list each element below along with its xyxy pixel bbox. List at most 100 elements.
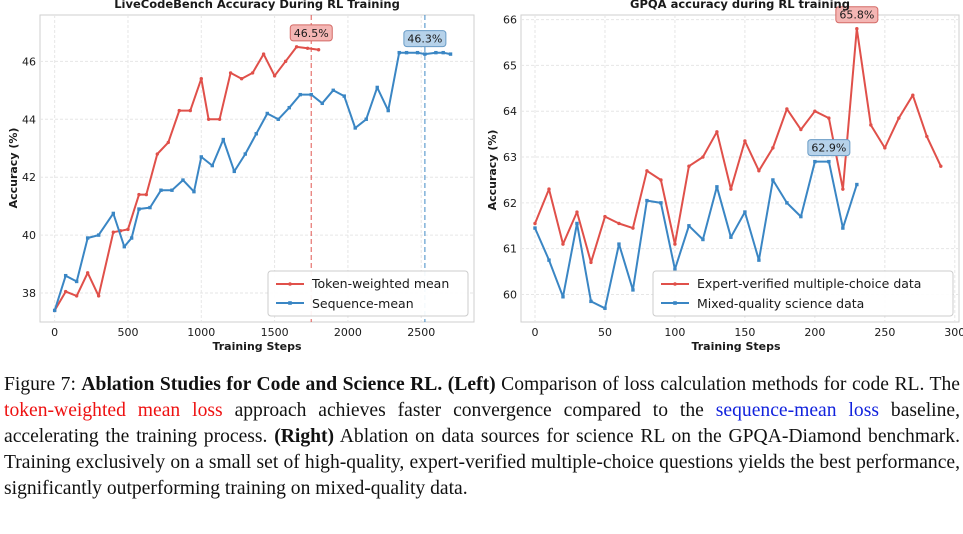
- data-point: [729, 235, 733, 239]
- series-line: [534, 27, 942, 264]
- grid: [40, 15, 474, 322]
- sequence-mean-loss-link[interactable]: sequence-mean loss: [715, 400, 879, 421]
- data-point: [206, 117, 211, 121]
- data-point: [827, 159, 831, 164]
- ticks: 0 50 100 150 200 250 300 60 61 62 63 64 65 66: [503, 14, 963, 339]
- data-point: [575, 210, 579, 214]
- data-point: [63, 289, 68, 294]
- data-point: [122, 244, 127, 249]
- data-point: [441, 50, 445, 55]
- data-point: [294, 45, 299, 49]
- data-point: [687, 224, 691, 228]
- data-point: [316, 48, 321, 52]
- legend-entry-token-weighted: Token-weighted mean: [276, 276, 449, 291]
- data-point: [561, 295, 565, 299]
- legend-label: Token-weighted mean: [311, 276, 449, 291]
- data-point: [729, 187, 733, 191]
- livecodebench-chart: 46.5% 46.3% 0 500 1000 1500 2000 2500 38 40 42 44 4…: [7, 0, 475, 353]
- data-point: [243, 152, 247, 156]
- data-point: [743, 139, 747, 143]
- y-tick-label: 63: [503, 151, 517, 164]
- data-point: [111, 211, 116, 216]
- data-point: [320, 101, 324, 106]
- data-point: [715, 130, 719, 134]
- legend-entry-expert-verified: Expert-verified multiple-choice data: [661, 276, 921, 291]
- data-point: [63, 273, 68, 278]
- x-tick-label: 500: [117, 326, 138, 339]
- figure-label: Figure 7:: [4, 374, 76, 395]
- legend-label: Mixed-quality science data: [697, 296, 864, 311]
- data-point: [589, 299, 593, 304]
- data-point: [52, 308, 57, 313]
- data-point: [210, 163, 214, 168]
- y-tick-label: 61: [503, 243, 517, 256]
- data-point: [673, 242, 677, 246]
- data-point: [85, 236, 90, 240]
- y-tick-label: 40: [22, 229, 36, 242]
- y-tick-label: 62: [503, 197, 517, 210]
- annotation-box: [807, 139, 851, 157]
- data-point: [232, 169, 236, 174]
- data-point: [148, 205, 152, 210]
- annotation-label: 46.5%: [294, 27, 329, 40]
- data-point: [659, 201, 663, 205]
- x-tick-label: 2000: [334, 326, 362, 339]
- data-point: [221, 137, 225, 142]
- annotation-box: [835, 6, 879, 24]
- y-axis-label: Accuracy (%): [486, 130, 499, 211]
- annotations: 65.8% 62.9%: [807, 6, 879, 157]
- data-point: [265, 111, 269, 116]
- data-point: [925, 134, 929, 139]
- caption-text: Ablation on data sources for science RL …: [4, 426, 960, 499]
- data-point: [785, 107, 789, 111]
- data-point: [547, 258, 551, 262]
- data-point: [111, 230, 116, 234]
- data-point: [137, 192, 141, 197]
- y-tick-label: 44: [22, 113, 36, 126]
- data-point: [715, 185, 719, 189]
- data-point: [603, 306, 607, 310]
- caption-text: Comparison of loss calculation methods f…: [501, 374, 960, 395]
- chart-title: GPQA accuracy during RL training: [630, 0, 850, 11]
- data-point: [177, 108, 181, 113]
- data-point: [192, 189, 196, 194]
- data-point: [743, 210, 747, 214]
- right-tag: (Right): [274, 426, 335, 447]
- data-point: [547, 187, 551, 191]
- caption-text: approach achieves faster convergence com…: [234, 400, 704, 421]
- data-point: [687, 164, 691, 168]
- data-point: [757, 258, 761, 262]
- data-point: [841, 187, 845, 191]
- data-point: [397, 50, 401, 55]
- data-point: [771, 178, 775, 182]
- x-tick-label: 1500: [261, 326, 289, 339]
- annotations: 46.5% 46.3%: [289, 24, 447, 48]
- annotation-box: [403, 30, 447, 48]
- data-point: [137, 207, 141, 211]
- data-point: [353, 126, 357, 130]
- x-tick-label: 100: [664, 326, 685, 339]
- data-point: [415, 50, 420, 55]
- data-point: [827, 116, 831, 120]
- data-point: [617, 221, 621, 226]
- x-tick-label: 0: [531, 326, 538, 339]
- series-layer: [52, 45, 453, 313]
- data-point: [911, 93, 915, 97]
- data-point: [883, 146, 887, 150]
- legend-label: Expert-verified multiple-choice data: [697, 276, 921, 291]
- data-point: [813, 159, 817, 164]
- y-tick-label: 42: [22, 171, 36, 184]
- data-point: [166, 140, 170, 145]
- data-point: [757, 169, 761, 173]
- x-tick-label: 200: [804, 326, 825, 339]
- data-point: [199, 155, 203, 159]
- data-point: [855, 27, 859, 31]
- y-tick-label: 66: [503, 14, 517, 27]
- data-point: [159, 188, 163, 192]
- gpqa-chart: 65.8% 62.9% 0 50 100 150 200 250 300 60 61 62 63 64 6…: [486, 0, 963, 353]
- data-point: [85, 271, 90, 275]
- token-weighted-loss-link[interactable]: token-weighted mean loss: [4, 400, 223, 421]
- data-point: [855, 182, 859, 187]
- x-axis-label: Training Steps: [691, 340, 781, 353]
- ticks: 0 500 1000 1500 2000 2500 38 40 42 44 46: [22, 55, 435, 339]
